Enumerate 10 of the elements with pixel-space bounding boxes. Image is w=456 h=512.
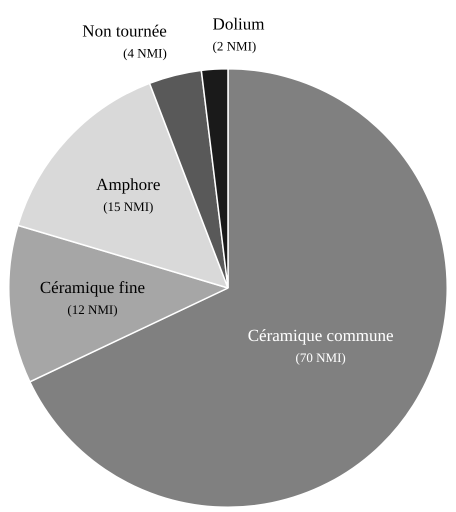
slice-label: Amphore (96, 175, 160, 194)
data-label: (4 NMI) (123, 46, 167, 61)
slice-label: Céramique fine (40, 278, 146, 297)
data-label: (15 NMI) (103, 199, 154, 214)
slice-label: Dolium (212, 14, 265, 34)
slice-label: Non tournée (82, 22, 167, 41)
slice-label: Céramique commune (248, 326, 394, 346)
data-label: (2 NMI) (212, 38, 256, 54)
data-label: (12 NMI) (67, 302, 118, 317)
data-label: (70 NMI) (296, 350, 346, 366)
